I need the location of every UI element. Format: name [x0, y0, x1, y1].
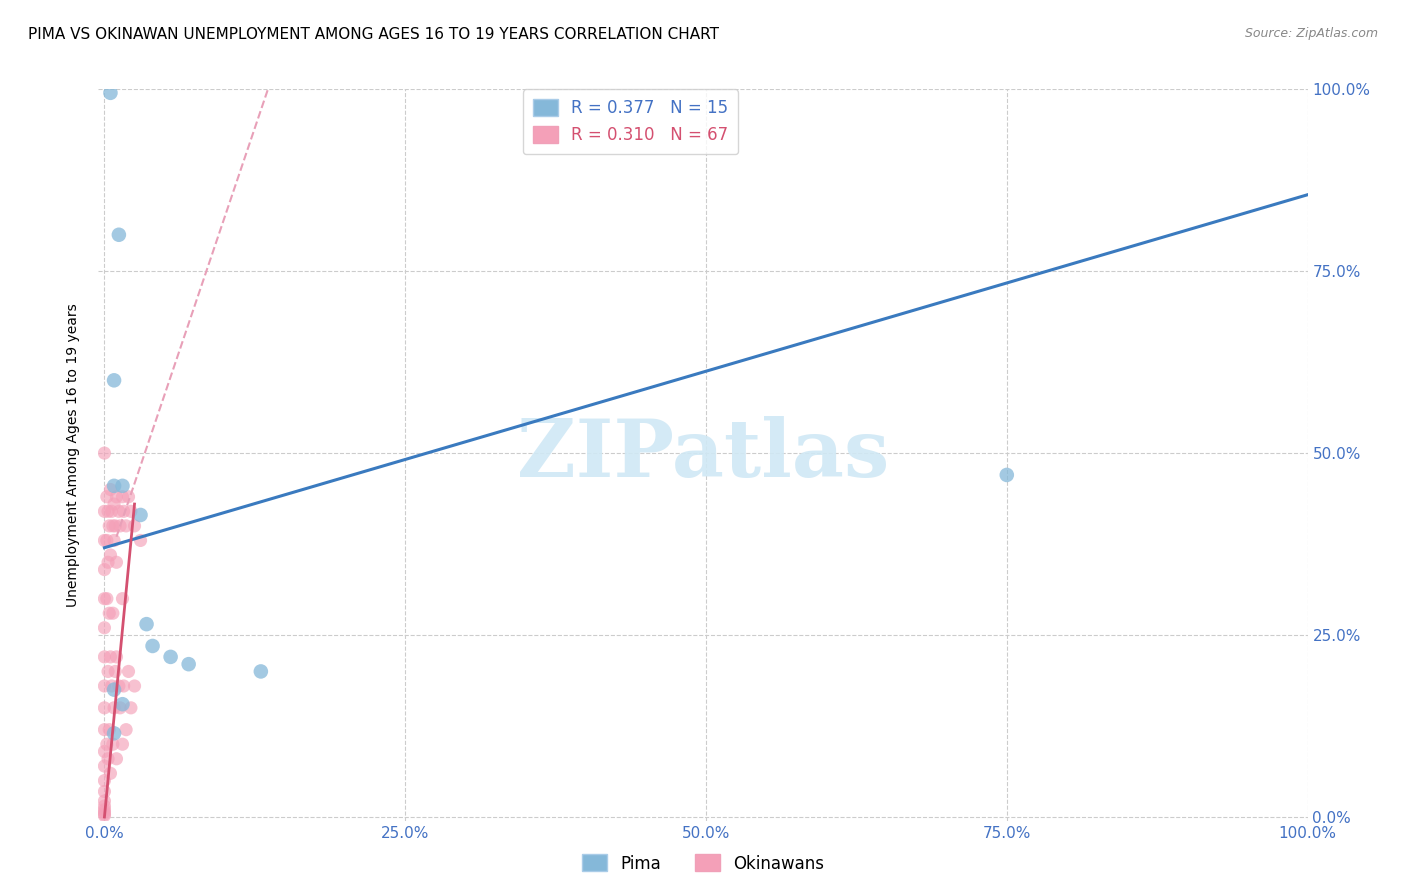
Text: PIMA VS OKINAWAN UNEMPLOYMENT AMONG AGES 16 TO 19 YEARS CORRELATION CHART: PIMA VS OKINAWAN UNEMPLOYMENT AMONG AGES… [28, 27, 718, 42]
Point [93, 723, 115, 737]
Point [995, 467, 1018, 482]
Point [112, 679, 135, 693]
Point [96, 737, 118, 751]
Point [93, 533, 115, 548]
Point [93, 649, 115, 664]
Point [100, 86, 122, 100]
Point [111, 490, 134, 504]
Point [120, 504, 142, 518]
Legend: R = 0.377   N = 15, R = 0.310   N = 67: R = 0.377 N = 15, R = 0.310 N = 67 [523, 89, 738, 153]
Point [115, 723, 138, 737]
Point [93, 807, 115, 822]
Point [124, 679, 146, 693]
Point [103, 701, 125, 715]
Point [97, 665, 120, 679]
Point [120, 701, 142, 715]
Point [93, 773, 115, 788]
Point [101, 737, 124, 751]
Point [124, 519, 146, 533]
Point [93, 803, 115, 817]
Point [159, 649, 181, 664]
Point [103, 682, 125, 697]
Point [97, 504, 120, 518]
Point [103, 726, 125, 740]
Point [93, 799, 115, 814]
Point [93, 621, 115, 635]
Point [105, 649, 128, 664]
Y-axis label: Unemployment Among Ages 16 to 19 years: Unemployment Among Ages 16 to 19 years [66, 303, 80, 607]
Point [100, 483, 122, 497]
Point [100, 649, 122, 664]
Text: ZIPatlas: ZIPatlas [517, 416, 889, 494]
Point [93, 805, 115, 819]
Point [101, 519, 124, 533]
Point [93, 701, 115, 715]
Point [108, 504, 131, 518]
Point [129, 508, 152, 522]
Text: Source: ZipAtlas.com: Source: ZipAtlas.com [1244, 27, 1378, 40]
Point [93, 794, 115, 808]
Point [100, 504, 122, 518]
Point [103, 479, 125, 493]
Point [93, 808, 115, 822]
Point [111, 737, 134, 751]
Legend: Pima, Okinawans: Pima, Okinawans [575, 847, 831, 880]
Point [129, 533, 152, 548]
Point [104, 519, 127, 533]
Point [177, 657, 200, 672]
Point [105, 490, 128, 504]
Point [105, 555, 128, 569]
Point [96, 533, 118, 548]
Point [108, 519, 131, 533]
Point [105, 752, 128, 766]
Point [108, 679, 131, 693]
Point [101, 606, 124, 620]
Point [108, 227, 131, 242]
Point [135, 617, 157, 632]
Point [103, 533, 125, 548]
Point [96, 490, 118, 504]
Point [98, 519, 121, 533]
Point [97, 555, 120, 569]
Point [97, 752, 120, 766]
Point [112, 504, 135, 518]
Point [108, 701, 131, 715]
Point [93, 591, 115, 606]
Point [98, 723, 121, 737]
Point [100, 679, 122, 693]
Point [115, 519, 138, 533]
Point [250, 665, 273, 679]
Point [111, 479, 134, 493]
Point [111, 697, 134, 711]
Point [93, 563, 115, 577]
Point [93, 784, 115, 798]
Point [100, 766, 122, 780]
Point [103, 497, 125, 511]
Point [93, 446, 115, 460]
Point [103, 373, 125, 387]
Point [93, 759, 115, 773]
Point [111, 591, 134, 606]
Point [142, 639, 165, 653]
Point [93, 744, 115, 758]
Point [93, 504, 115, 518]
Point [98, 606, 121, 620]
Point [117, 665, 139, 679]
Point [117, 490, 139, 504]
Point [100, 548, 122, 562]
Point [104, 665, 127, 679]
Point [93, 679, 115, 693]
Point [96, 591, 118, 606]
